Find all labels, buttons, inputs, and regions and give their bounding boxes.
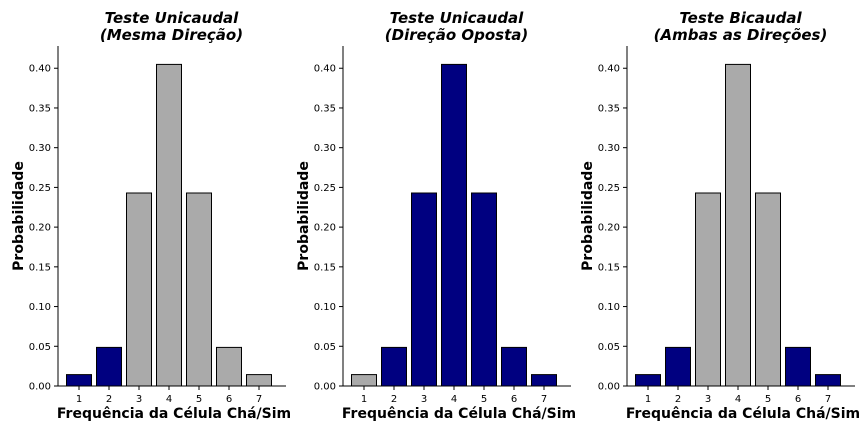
bar-7 <box>246 374 272 387</box>
y-axis-label: Probabilidade <box>296 161 312 271</box>
y-tick-label: 0.40 <box>29 64 51 75</box>
y-tick-label: 0.35 <box>29 103 51 114</box>
x-tick-label: 3 <box>705 394 711 405</box>
bar-6 <box>501 346 527 387</box>
y-tick-label: 0.40 <box>314 64 336 75</box>
x-tick-label: 7 <box>825 394 831 405</box>
y-tick-label: 0.10 <box>29 302 51 313</box>
bar-6 <box>216 346 242 387</box>
bar-5 <box>471 192 497 387</box>
y-tick-label: 0.25 <box>598 183 620 194</box>
bar-1 <box>351 374 377 387</box>
bar-3 <box>695 192 721 387</box>
panel-2: 0.00 0.05 0.10 0.15 0.20 0.25 0.30 0.35 0.40 1 2 3 4… <box>296 9 576 422</box>
bar-6 <box>785 346 811 387</box>
x-tick-label: 2 <box>675 394 681 405</box>
y-tick-label: 0.20 <box>29 223 51 234</box>
y-tick-label: 0.30 <box>314 143 336 154</box>
bar-1 <box>635 374 661 387</box>
y-tick-label: 0.10 <box>314 302 336 313</box>
y-tick-label: 0.00 <box>29 382 51 393</box>
x-tick-label: 6 <box>511 394 517 405</box>
y-tick-label: 0.15 <box>598 262 620 273</box>
bar-2 <box>665 346 691 387</box>
x-tick-label: 2 <box>106 394 112 405</box>
y-axis-label: Probabilidade <box>11 161 27 271</box>
bar-2 <box>96 346 122 387</box>
x-axis-label: Frequência da Célula Chá/Sim <box>342 406 576 422</box>
y-tick-label: 0.10 <box>598 302 620 313</box>
y-tick-label: 0.05 <box>598 342 620 353</box>
x-tick-label: 6 <box>226 394 232 405</box>
x-tick-label: 6 <box>795 394 801 405</box>
chart-title-line1: Teste Unicaudal <box>105 9 240 27</box>
y-tick-label: 0.15 <box>314 262 336 273</box>
x-tick-label: 4 <box>735 394 741 405</box>
y-tick-label: 0.20 <box>314 223 336 234</box>
bar-4 <box>156 63 182 387</box>
x-tick-label: 5 <box>196 394 202 405</box>
x-tick-label: 7 <box>256 394 262 405</box>
bar-2 <box>381 346 407 387</box>
bar-1 <box>66 374 92 387</box>
panel-1: 0.00 0.05 0.10 0.15 0.20 0.25 0.30 0.35 0.40 1 2 3 4… <box>11 9 291 422</box>
bar-3 <box>126 192 152 387</box>
y-tick-label: 0.05 <box>314 342 336 353</box>
chart-title-line2: (Direção Oposta) <box>385 26 528 44</box>
y-tick-label: 0.35 <box>314 103 336 114</box>
y-tick-label: 0.20 <box>598 223 620 234</box>
y-tick-label: 0.30 <box>598 143 620 154</box>
bar-7 <box>531 374 557 387</box>
x-tick-label: 1 <box>645 394 651 405</box>
x-tick-label: 4 <box>166 394 172 405</box>
x-axis-label: Frequência da Célula Chá/Sim <box>57 406 291 422</box>
x-tick-label: 3 <box>136 394 142 405</box>
y-axis-label: Probabilidade <box>580 161 596 271</box>
y-tick-label: 0.25 <box>314 183 336 194</box>
x-tick-label: 3 <box>421 394 427 405</box>
y-tick-label: 0.35 <box>598 103 620 114</box>
chart-title-line1: Teste Bicaudal <box>679 9 802 27</box>
chart-title-line1: Teste Unicaudal <box>390 9 525 27</box>
y-tick-label: 0.25 <box>29 183 51 194</box>
x-tick-label: 1 <box>361 394 367 405</box>
bar-5 <box>186 192 212 387</box>
bar-7 <box>815 374 841 387</box>
bar-5 <box>755 192 781 387</box>
x-axis-label: Frequência da Célula Chá/Sim <box>626 406 860 422</box>
y-tick-label: 0.05 <box>29 342 51 353</box>
x-tick-label: 7 <box>541 394 547 405</box>
y-tick-label: 0.00 <box>598 382 620 393</box>
bar-3 <box>411 192 437 387</box>
y-tick-label: 0.15 <box>29 262 51 273</box>
panel-3: 0.00 0.05 0.10 0.15 0.20 0.25 0.30 0.35 0.40 1 2 3 4… <box>580 9 860 422</box>
y-tick-label: 0.30 <box>29 143 51 154</box>
chart-title-line2: (Mesma Direção) <box>100 26 243 44</box>
x-tick-label: 5 <box>765 394 771 405</box>
chart-title-line2: (Ambas as Direções) <box>654 26 828 44</box>
x-tick-label: 2 <box>391 394 397 405</box>
x-tick-label: 5 <box>481 394 487 405</box>
x-tick-label: 1 <box>76 394 82 405</box>
y-tick-label: 0.40 <box>598 64 620 75</box>
y-tick-label: 0.00 <box>314 382 336 393</box>
bar-4 <box>725 63 751 387</box>
bar-4 <box>441 63 467 387</box>
x-tick-label: 4 <box>451 394 457 405</box>
